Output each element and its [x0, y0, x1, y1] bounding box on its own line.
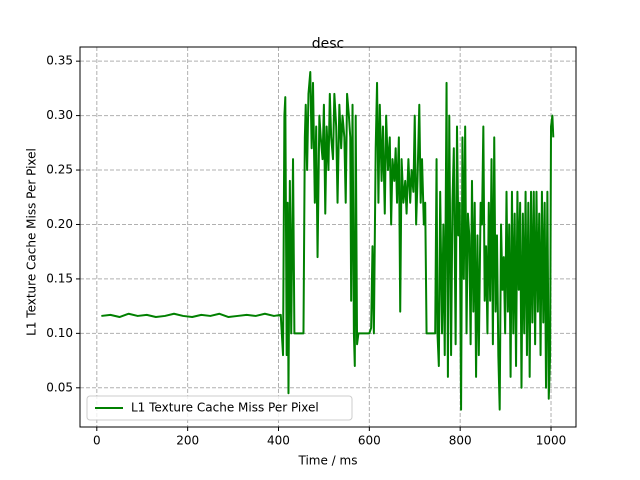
- x-tick-label: 600: [358, 434, 381, 448]
- x-tick-label: 0: [93, 434, 101, 448]
- y-axis-label: L1 Texture Cache Miss Per Pixel: [25, 148, 39, 336]
- chart-title: desc: [312, 36, 345, 52]
- x-tick-label: 1000: [536, 434, 567, 448]
- x-tick-label: 400: [267, 434, 290, 448]
- y-tick-label: 0.10: [46, 326, 73, 340]
- y-tick-label: 0.15: [46, 271, 73, 285]
- legend-box: [86, 395, 353, 421]
- y-tick-label: 0.35: [46, 54, 73, 68]
- x-axis-label: Time / ms: [298, 454, 358, 468]
- x-tick-label: 800: [449, 434, 472, 448]
- y-tick-label: 0.30: [46, 108, 73, 122]
- data-line: [101, 71, 555, 411]
- legend-label: L1 Texture Cache Miss Per Pixel: [131, 401, 319, 415]
- axes-frame: [79, 46, 577, 428]
- y-tick-label: 0.05: [46, 380, 73, 394]
- x-tick-label: 200: [176, 434, 199, 448]
- y-tick-label: 0.25: [46, 163, 73, 177]
- y-tick-label: 0.20: [46, 217, 73, 231]
